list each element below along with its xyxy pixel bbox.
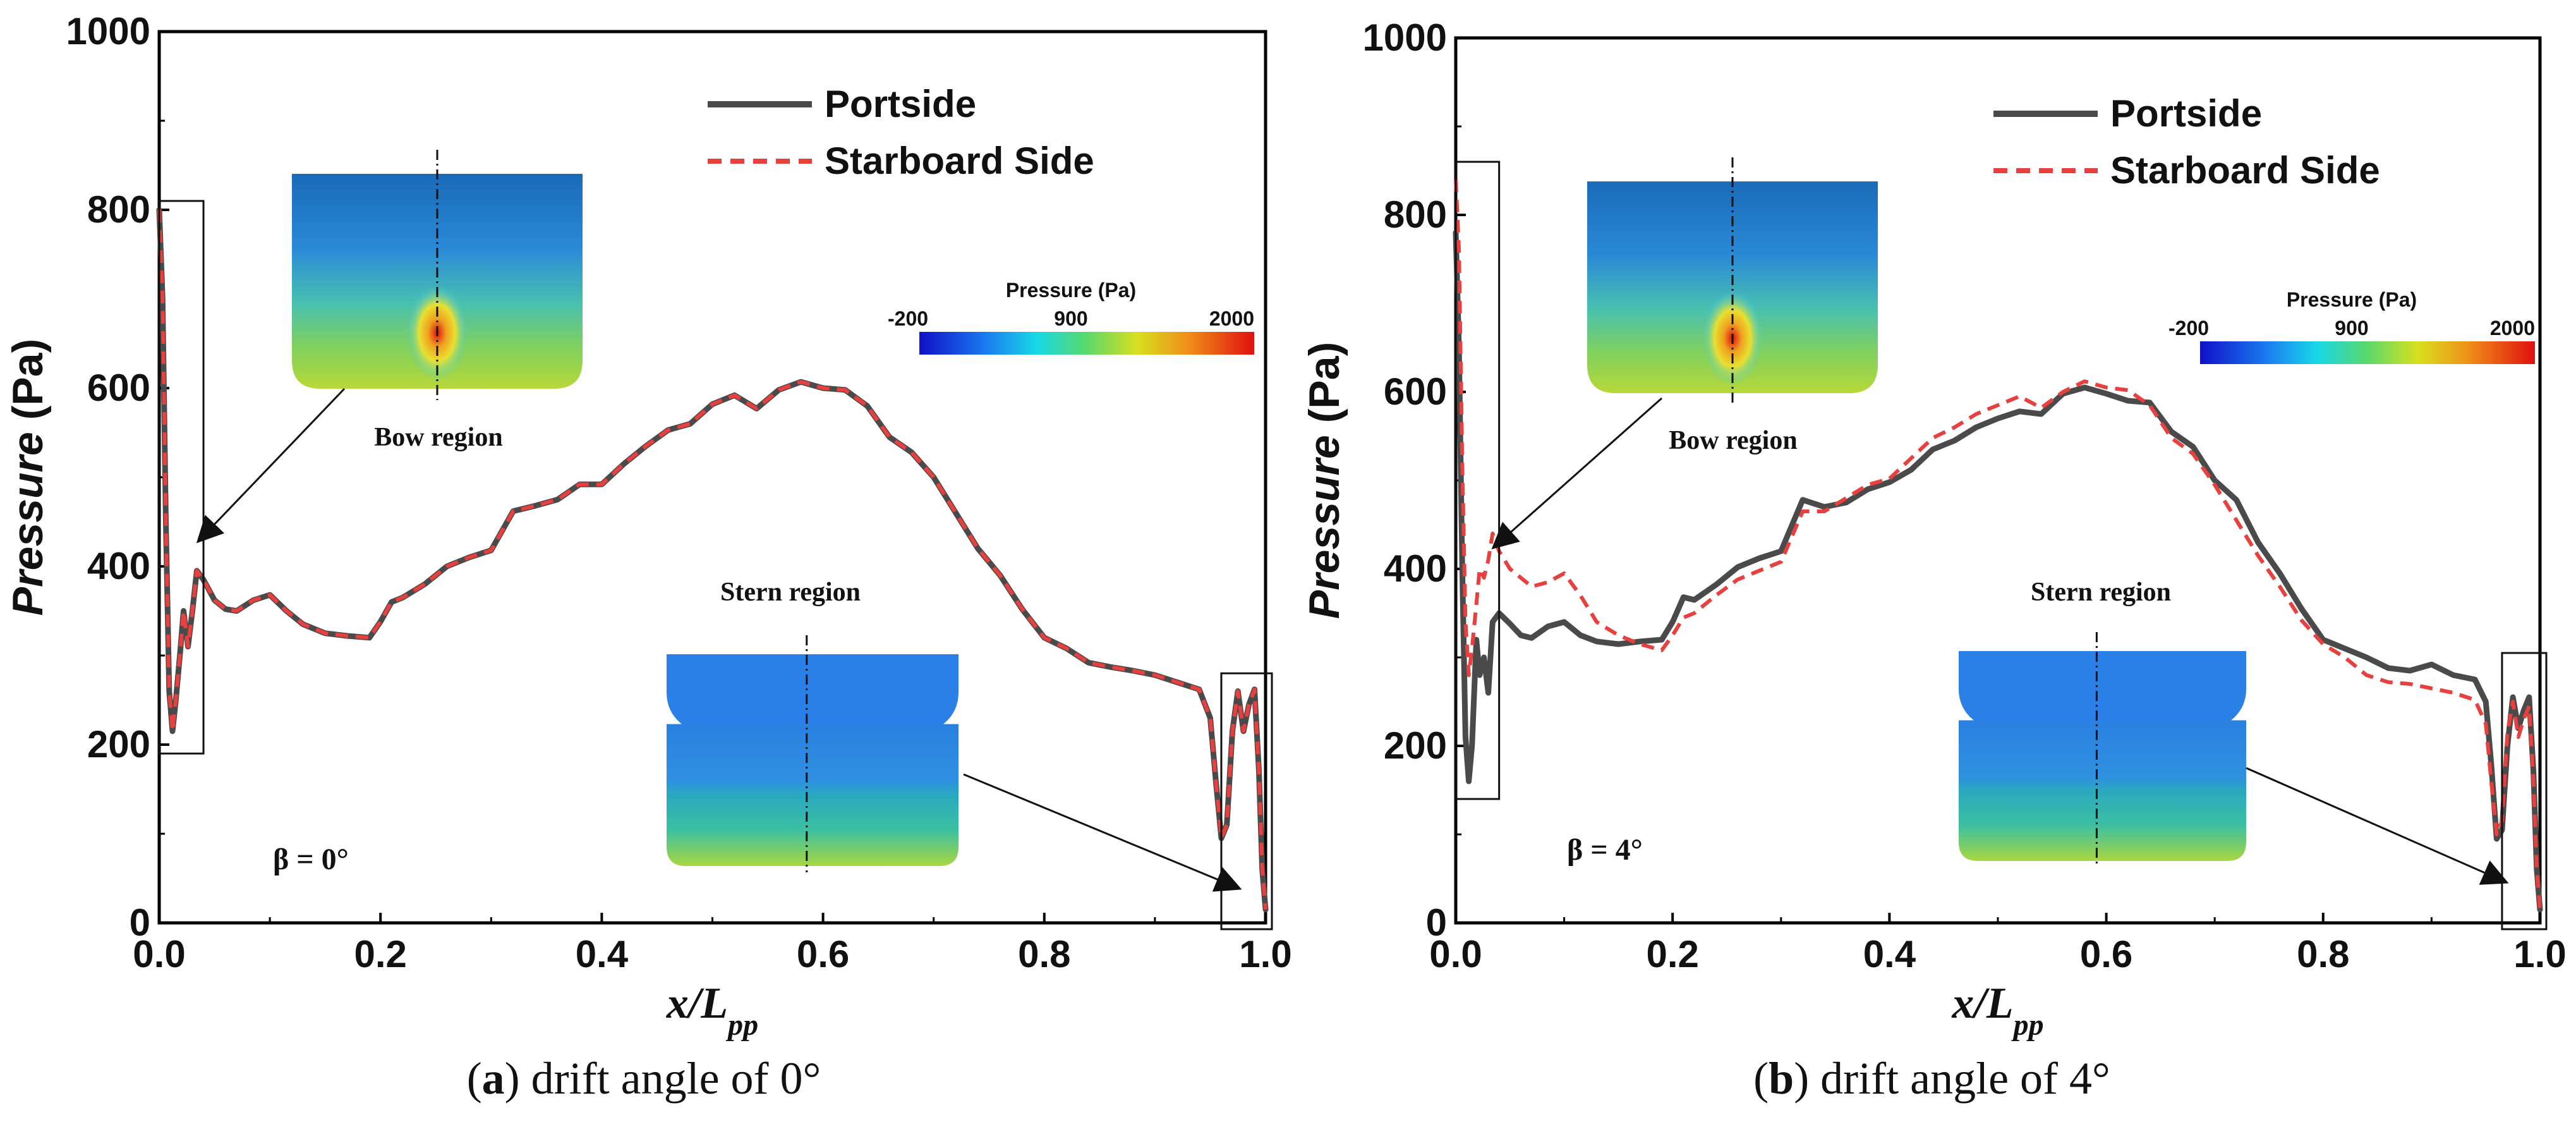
bow-region-box — [1454, 161, 1501, 800]
legend-label-portside: Portside — [2110, 92, 2262, 135]
x-tick-label: 0.2 — [1646, 933, 1698, 975]
legend-label-portside: Portside — [825, 83, 976, 125]
x-tick-label: 0.0 — [1429, 933, 1482, 975]
x-tick-label: 0.6 — [797, 933, 849, 975]
chart-panel-a: 0.0 0.2 0.4 0.6 0.8 1.0 0 200 400 600 800 1000 x/Lpp… — [4, 10, 1292, 1042]
series-line-starboard — [157, 209, 1267, 910]
x-tick-label: 0.4 — [576, 933, 629, 975]
y-tick-label: 800 — [87, 188, 150, 231]
bow-region-box — [158, 200, 205, 755]
y-tick-label: 600 — [1384, 370, 1447, 413]
y-tick-label: 400 — [87, 545, 150, 587]
colorbar-tick-mid: 900 — [1054, 307, 1087, 330]
bow-arrow — [1491, 397, 1662, 549]
y-tick-label: 400 — [1384, 547, 1447, 590]
x-axis-label: x/Lpp — [1951, 979, 2043, 1042]
legend-label-starboard: Starboard Side — [2110, 149, 2380, 192]
bow-contour-image — [1587, 181, 1878, 393]
colorbar-tick-min: -200 — [2168, 317, 2209, 339]
stern-region-label: Stern region — [720, 578, 861, 607]
legend-label-starboard: Starboard Side — [825, 140, 1094, 182]
colorbar-title: Pressure (Pa) — [2287, 288, 2417, 311]
x-tick-label: 0.0 — [133, 933, 185, 975]
x-axis-label: x/Lpp — [666, 979, 758, 1042]
x-tick-label: 0.8 — [2297, 933, 2349, 975]
drift-angle-label: β = 0° — [273, 843, 349, 876]
stern-region-box — [2501, 652, 2548, 930]
y-axis-label: Pressure (Pa) — [4, 339, 52, 616]
y-tick-label: 200 — [87, 723, 150, 765]
colorbar-tick-min: -200 — [888, 307, 928, 330]
colorbar — [2200, 341, 2535, 364]
bow-arrow — [196, 387, 346, 544]
stern-contour-image — [667, 724, 958, 866]
caption-a: (a) drift angle of 0° — [466, 1053, 821, 1104]
series-line-starboard — [1454, 179, 2542, 910]
x-tick-label: 0.2 — [354, 933, 406, 975]
x-tick-label: 1.0 — [2513, 933, 2566, 975]
y-tick-label: 600 — [87, 367, 150, 409]
y-tick-label: 0 — [130, 901, 150, 944]
x-tick-label: 0.6 — [2080, 933, 2132, 975]
chart-panel-b: 0.0 0.2 0.4 0.6 0.8 1.0 0 200 400 600 800 1000 x/Lpp… — [1300, 16, 2567, 1042]
caption-b: (b) drift angle of 4° — [1753, 1053, 2110, 1104]
colorbar-tick-mid: 900 — [2335, 317, 2368, 339]
stern-arrow — [963, 773, 1242, 892]
y-tick-label: 1000 — [1363, 16, 1447, 59]
x-tick-label: 1.0 — [1239, 933, 1291, 975]
stern-contour-image — [1959, 720, 2246, 861]
y-tick-label: 800 — [1384, 193, 1447, 236]
y-tick-label: 0 — [1426, 901, 1447, 944]
bow-region-label: Bow region — [374, 423, 502, 452]
bow-region-label: Bow region — [1669, 426, 1797, 455]
colorbar-tick-max: 2000 — [2490, 317, 2535, 339]
y-axis-label: Pressure (Pa) — [1300, 342, 1348, 619]
stern-region-label: Stern region — [2031, 578, 2171, 607]
y-tick-label: 200 — [1384, 724, 1447, 767]
drift-angle-label: β = 4° — [1567, 833, 1643, 867]
stern-arrow — [2246, 767, 2509, 885]
stern-contour-upper — [1959, 651, 2246, 727]
stern-region-box — [1220, 672, 1273, 930]
y-tick-label: 1000 — [66, 10, 150, 52]
stern-contour-upper — [667, 654, 958, 731]
colorbar — [919, 332, 1254, 355]
colorbar-tick-max: 2000 — [1209, 307, 1254, 330]
colorbar-title: Pressure (Pa) — [1006, 279, 1136, 302]
x-tick-label: 0.8 — [1018, 933, 1070, 975]
x-tick-label: 0.4 — [1863, 933, 1916, 975]
series-line-portside — [1453, 229, 2543, 913]
